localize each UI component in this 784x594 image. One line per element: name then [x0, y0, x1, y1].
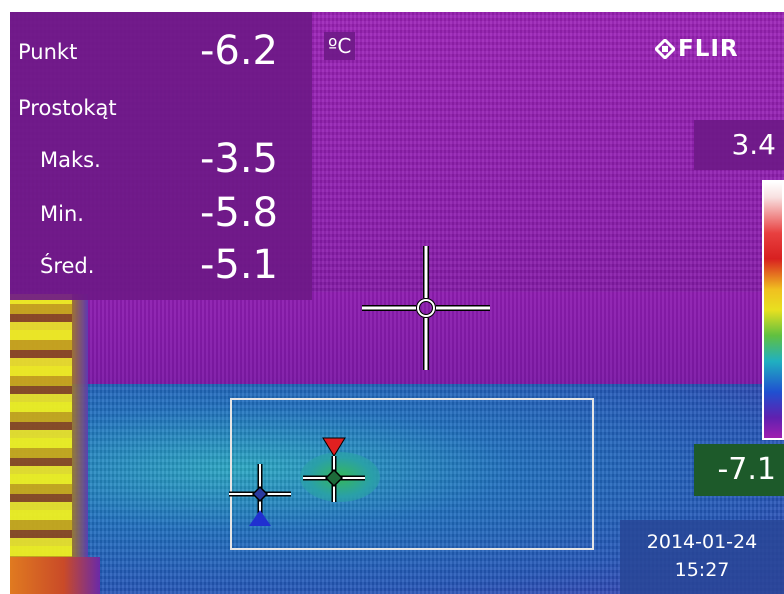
timestamp-time: 15:27	[674, 559, 730, 581]
thermal-image: Punkt -6.2 Prostokąt Maks. -3.5 Min. -5.…	[10, 12, 784, 594]
temperature-unit: ºC	[324, 32, 356, 60]
rectangle-label: Prostokąt	[18, 96, 117, 120]
min-marker	[229, 464, 291, 526]
brand-logo: FLIR	[655, 36, 739, 62]
brand-name: FLIR	[678, 36, 739, 62]
scale-min-value: -7.1	[694, 444, 784, 496]
measurement-rectangle[interactable]	[230, 398, 594, 550]
max-marker	[303, 437, 365, 502]
min-marker-icon	[249, 510, 271, 526]
max-marker-icon	[322, 437, 346, 457]
min-value: -5.8	[199, 190, 278, 236]
avg-value: -5.1	[199, 242, 278, 288]
spot-value: -6.2	[199, 28, 278, 74]
timestamp: 2014-01-24 15:27	[620, 520, 784, 594]
scale-max-value: 3.4	[694, 120, 784, 170]
warm-strip-bottom	[10, 557, 100, 594]
color-scale-bar	[762, 180, 784, 440]
warm-strip-edge	[72, 294, 88, 594]
warm-strip-region	[10, 294, 72, 594]
min-label: Min.	[40, 202, 84, 226]
avg-label: Śred.	[40, 254, 95, 278]
measurement-panel: Punkt -6.2 Prostokąt Maks. -3.5 Min. -5.…	[10, 12, 312, 300]
spot-label: Punkt	[18, 40, 78, 64]
flir-logo-icon	[655, 39, 675, 59]
spot-crosshair[interactable]	[362, 246, 490, 370]
max-value: -3.5	[199, 136, 278, 182]
max-label: Maks.	[40, 148, 101, 172]
timestamp-date: 2014-01-24	[646, 531, 758, 553]
